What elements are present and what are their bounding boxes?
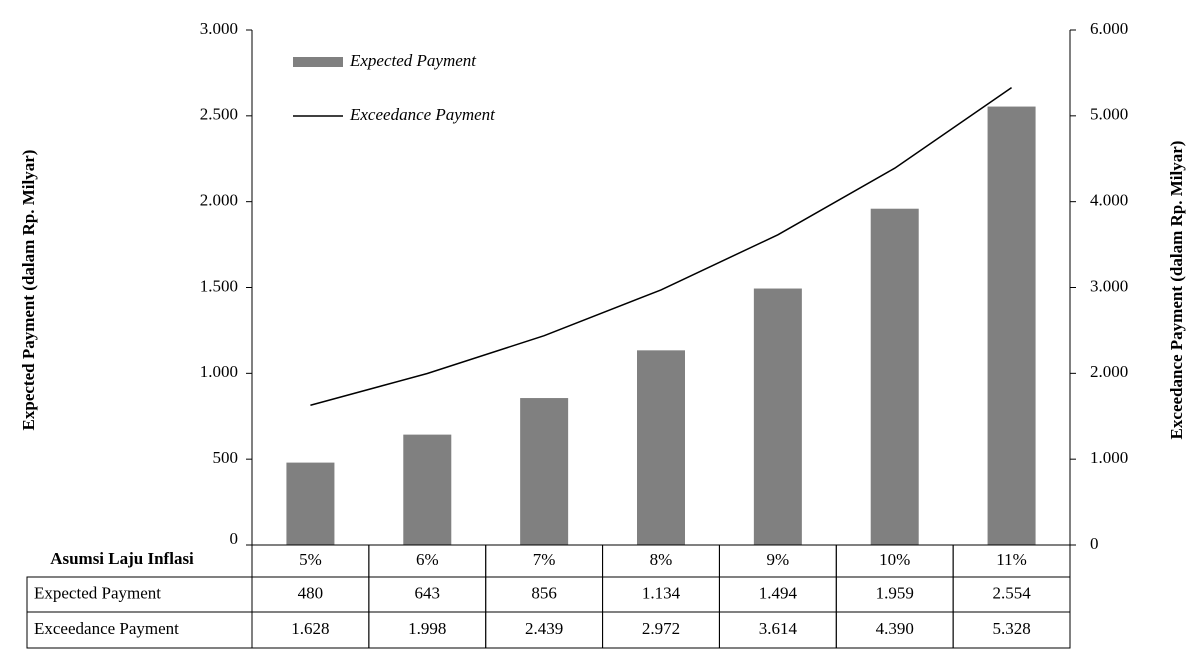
table-value: 2.439 — [525, 619, 563, 638]
y2-axis-label: Exceedance Payment (dalam Rp. Milyar) — [1167, 141, 1186, 440]
category-label: 7% — [533, 550, 556, 569]
table-value: 2.972 — [642, 619, 680, 638]
line-series — [310, 87, 1012, 406]
table-value: 643 — [415, 583, 441, 602]
y2-tick-label: 5.000 — [1090, 105, 1128, 124]
y-tick-label: 0 — [230, 529, 239, 548]
y2-tick-label: 2.000 — [1090, 362, 1128, 381]
legend-label: Expected Payment — [349, 51, 477, 70]
y2-tick-label: 1.000 — [1090, 448, 1128, 467]
y-tick-label: 2.500 — [200, 105, 238, 124]
legend-swatch — [293, 57, 343, 67]
y-tick-label: 500 — [213, 448, 239, 467]
table-value: 1.998 — [408, 619, 446, 638]
table-value: 1.628 — [291, 619, 329, 638]
y-tick-label: 2.000 — [200, 191, 238, 210]
x-axis-label: Asumsi Laju Inflasi — [50, 549, 194, 568]
table-value: 1.494 — [759, 583, 798, 602]
y-axis-label: Expected Payment (dalam Rp. Milyar) — [19, 150, 38, 431]
y2-tick-label: 0 — [1090, 534, 1099, 553]
category-label: 6% — [416, 550, 439, 569]
bar — [870, 208, 919, 545]
bar — [286, 462, 335, 545]
y-tick-label: 1.500 — [200, 276, 238, 295]
y2-tick-label: 3.000 — [1090, 276, 1128, 295]
table-value: 1.959 — [876, 583, 914, 602]
category-label: 11% — [996, 550, 1027, 569]
bar — [637, 350, 685, 545]
table-value: 2.554 — [992, 583, 1031, 602]
legend-label: Exceedance Payment — [349, 105, 496, 124]
bar — [403, 434, 452, 545]
table-value: 856 — [531, 583, 557, 602]
category-label: 10% — [879, 550, 910, 569]
table-value: 3.614 — [759, 619, 798, 638]
y-tick-label: 3.000 — [200, 19, 238, 38]
table-value: 5.328 — [992, 619, 1030, 638]
bar — [520, 398, 569, 545]
table-row-label: Expected Payment — [34, 583, 161, 602]
y2-tick-label: 4.000 — [1090, 191, 1128, 210]
table-value: 480 — [298, 583, 324, 602]
y-tick-label: 1.000 — [200, 362, 238, 381]
table-value: 1.134 — [642, 583, 681, 602]
table-value: 4.390 — [876, 619, 914, 638]
table-row-label: Exceedance Payment — [34, 619, 179, 638]
category-label: 5% — [299, 550, 322, 569]
table-cell — [26, 611, 253, 649]
y2-tick-label: 6.000 — [1090, 19, 1128, 38]
category-label: 8% — [650, 550, 673, 569]
table-cell — [952, 611, 1071, 649]
category-label: 9% — [767, 550, 790, 569]
bar — [987, 106, 1036, 546]
bar — [753, 288, 802, 545]
